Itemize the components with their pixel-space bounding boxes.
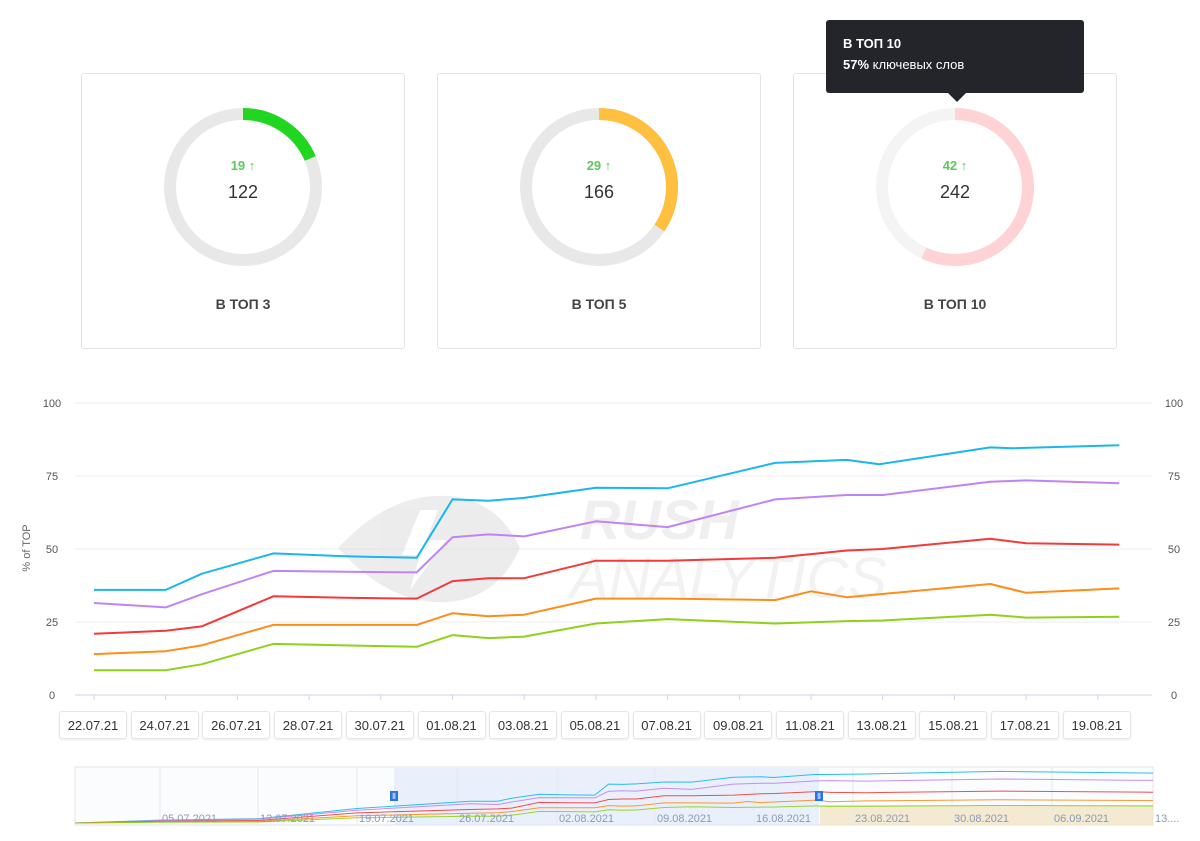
date-button[interactable]: 22.07.21 <box>59 711 127 739</box>
tooltip-text: ключевых слов <box>872 57 965 72</box>
y-tick-left: 25 <box>46 617 58 629</box>
rush-analytics-watermark: RUSH ANALYTICS <box>338 488 887 611</box>
date-button[interactable]: 28.07.21 <box>274 711 343 739</box>
navigator-date-label: 30.08.2021 <box>954 813 1009 825</box>
navigator-date-label: 06.09.2021 <box>1054 813 1109 825</box>
date-button[interactable]: 15.08.21 <box>919 711 988 739</box>
date-button[interactable]: 13.08.21 <box>847 711 916 739</box>
arrow-up-icon: ↑ <box>248 158 256 173</box>
series-line-2[interactable] <box>93 479 1120 609</box>
range-navigator[interactable]: 05.07.2021 12.07.2021 19.07.2021 26.07.2021… <box>0 760 1200 830</box>
watermark-bolt-icon <box>402 510 446 590</box>
progress-arc <box>921 108 1034 266</box>
tooltip-title: В ТОП 10 <box>843 36 902 51</box>
navigator-date-label: 02.08.2021 <box>559 813 614 825</box>
tooltip-body: 57% ключевых слов <box>843 57 1066 72</box>
top5-donut <box>520 108 678 266</box>
series-line-1[interactable] <box>94 444 1120 591</box>
date-button[interactable]: 01.08.21 <box>417 711 486 739</box>
series-line-3[interactable] <box>93 537 1120 635</box>
y-tick-right: 75 <box>1168 471 1180 483</box>
series-line-4[interactable] <box>93 583 1120 656</box>
watermark-line2: ANALYTICS <box>567 546 887 611</box>
date-button[interactable]: 11.08.21 <box>776 711 844 739</box>
navigator-future-zone <box>820 805 1153 825</box>
y-tick-right: 100 <box>1165 398 1183 410</box>
y-tick-right: 0 <box>1171 690 1177 702</box>
navigator-date-label: 16.08.2021 <box>756 813 811 825</box>
navigator-series-1 <box>74 770 1154 824</box>
navigator-selected-range[interactable] <box>394 768 819 825</box>
top3-donut <box>164 108 322 266</box>
y-axis-label: % of TOP <box>21 524 33 571</box>
navigator-left-handle[interactable] <box>390 791 398 801</box>
top3-label: В ТОП 3 <box>215 296 271 312</box>
top10-tooltip: В ТОП 10 57% ключевых слов <box>826 20 1084 102</box>
navigator-date-label: 13.... <box>1155 813 1179 825</box>
arrow-up-icon: ↑ <box>604 158 612 173</box>
tooltip-percent: 57% <box>843 57 870 72</box>
top3-count: 122 <box>227 182 259 202</box>
navigator-date-label: 23.08.2021 <box>855 813 910 825</box>
top10-card[interactable]: 42 ↑ 242 В ТОП 10 <box>793 73 1117 349</box>
top10-delta: 42 ↑ <box>942 158 968 173</box>
series-line-5[interactable] <box>94 613 1120 672</box>
y-tick-left: 100 <box>43 398 61 410</box>
date-button[interactable]: 26.07.21 <box>202 711 271 739</box>
date-button[interactable]: 24.07.21 <box>130 711 199 739</box>
top5-card[interactable]: 29 ↑ 166 В ТОП 5 <box>437 73 761 349</box>
progress-arc <box>242 108 316 161</box>
navigator-right-handle[interactable] <box>815 791 823 801</box>
top-percentage-line-chart: RUSH ANALYTICS % of TOP 0 0 25 25 50 50 75 75 10… <box>21 398 1183 702</box>
progress-arc <box>598 108 678 232</box>
top5-label: В ТОП 5 <box>571 296 627 312</box>
drag-handle-icon: ⦀ <box>392 792 396 801</box>
navigator-date-label: 26.07.2021 <box>459 813 514 825</box>
arrow-up-icon: ↑ <box>960 158 968 173</box>
y-tick-left: 50 <box>46 544 58 556</box>
top10-donut <box>876 108 1034 266</box>
top3-card[interactable]: 19 ↑ 122 В ТОП 3 <box>81 73 405 349</box>
watermark-line1: RUSH <box>580 488 740 551</box>
date-button[interactable]: 07.08.21 <box>632 711 701 739</box>
date-button[interactable]: 19.08.21 <box>1062 711 1131 739</box>
date-button[interactable]: 05.08.21 <box>560 711 629 739</box>
navigator-series-5 <box>74 804 1154 824</box>
top10-count: 242 <box>939 182 971 202</box>
top10-label: В ТОП 10 <box>923 296 987 312</box>
navigator-date-label: 12.07.2021 <box>260 813 315 825</box>
date-button[interactable]: 30.07.21 <box>345 711 414 739</box>
y-tick-left: 75 <box>46 471 58 483</box>
top3-delta: 19 ↑ <box>230 158 256 173</box>
navigator-date-label: 05.07.2021 <box>162 813 217 825</box>
tooltip-arrow <box>948 93 966 102</box>
top5-delta: 29 ↑ <box>586 158 612 173</box>
top5-count: 166 <box>583 182 615 202</box>
navigator-series-2 <box>74 778 1154 824</box>
date-button[interactable]: 17.08.21 <box>991 711 1060 739</box>
y-tick-right: 50 <box>1168 544 1180 556</box>
navigator-date-label: 09.08.2021 <box>657 813 712 825</box>
date-button[interactable]: 03.08.21 <box>489 711 558 739</box>
navigator-date-label: 19.07.2021 <box>359 813 414 825</box>
date-button[interactable]: 09.08.21 <box>704 711 773 739</box>
y-tick-right: 25 <box>1168 617 1180 629</box>
drag-handle-icon: ⦀ <box>817 792 821 801</box>
y-tick-left: 0 <box>49 690 55 702</box>
